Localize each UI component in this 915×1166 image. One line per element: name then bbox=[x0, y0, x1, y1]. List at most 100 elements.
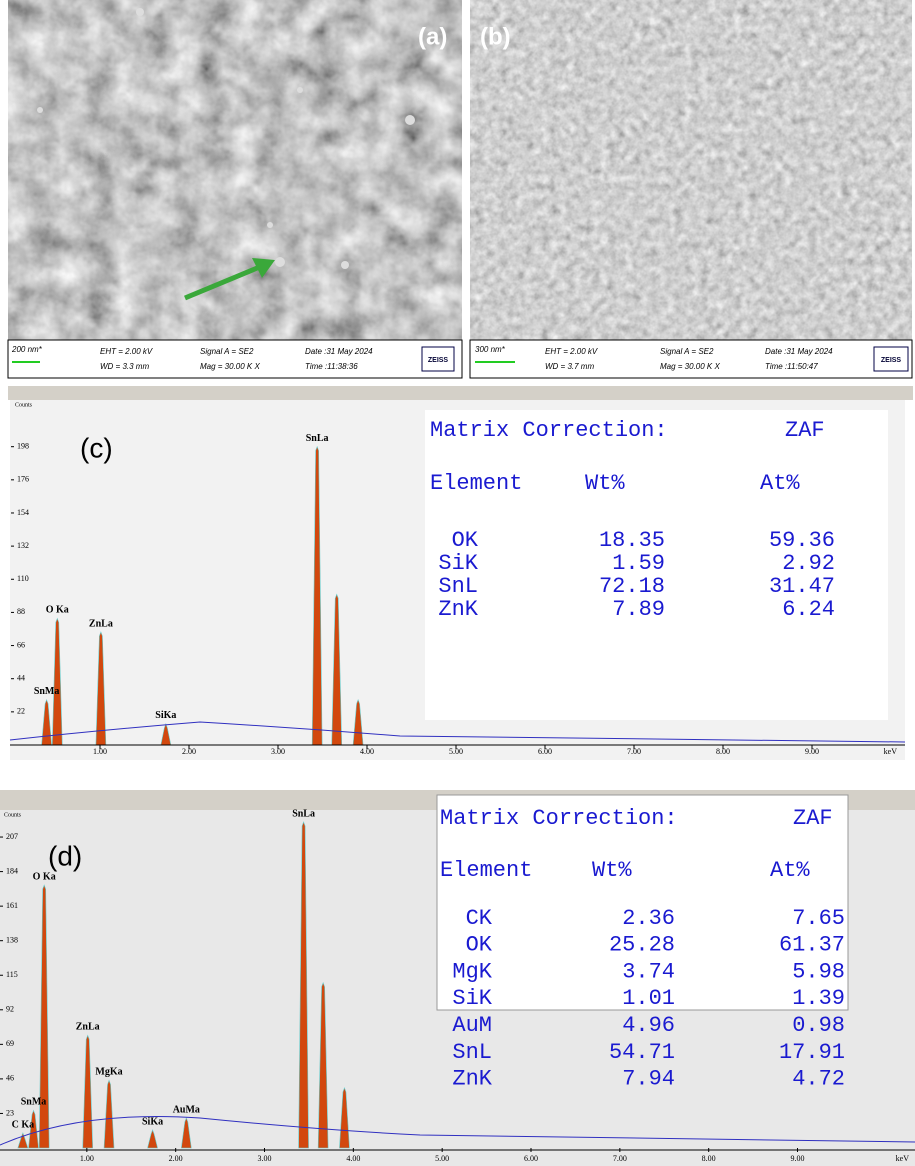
peak bbox=[160, 723, 172, 745]
peak-label: ZnLa bbox=[76, 1022, 100, 1033]
x-tick-label: 6.00 bbox=[524, 1154, 538, 1163]
table-cell: 0.98 bbox=[792, 1013, 845, 1038]
table-cell: 2.36 bbox=[622, 906, 675, 931]
table-cell: OK bbox=[452, 528, 479, 553]
peak bbox=[51, 617, 63, 745]
peak-label: SnLa bbox=[292, 808, 315, 819]
peak-label: SnMa bbox=[34, 686, 60, 697]
table-box bbox=[436, 794, 849, 1011]
panel-label: (a) bbox=[418, 23, 447, 50]
column-header: At% bbox=[770, 858, 810, 883]
table-cell: 4.72 bbox=[792, 1067, 845, 1092]
peak bbox=[311, 445, 323, 745]
x-tick-label: 5.00 bbox=[435, 1154, 449, 1163]
table-cell: MgK bbox=[452, 959, 492, 984]
table-cell: ZnK bbox=[452, 1067, 492, 1092]
y-tick-label: 110 bbox=[17, 574, 29, 583]
table-cell: SiK bbox=[452, 986, 492, 1011]
arrow-head bbox=[252, 258, 275, 278]
peak-label: O Ka bbox=[33, 871, 56, 882]
x-axis-label: keV bbox=[896, 1154, 910, 1163]
logo-box bbox=[421, 346, 455, 372]
eht: EHT = 2.00 kV bbox=[545, 347, 598, 356]
x-axis-label: keV bbox=[884, 747, 898, 756]
y-tick-label: 44 bbox=[17, 674, 25, 683]
background-fit bbox=[9, 721, 906, 743]
y-tick-label: 69 bbox=[6, 1039, 14, 1048]
table-cell: 17.91 bbox=[779, 1040, 845, 1065]
background-fit bbox=[0, 1116, 915, 1146]
peak-label: SnMa bbox=[21, 1097, 47, 1108]
table-cell: 1.59 bbox=[612, 551, 665, 576]
table-cell: 3.74 bbox=[622, 959, 675, 984]
column-header: Element bbox=[430, 471, 522, 496]
time: Time :11:38:36 bbox=[305, 362, 358, 371]
y-tick-label: 46 bbox=[6, 1074, 14, 1083]
x-tick-label: 4.00 bbox=[360, 747, 374, 756]
info-bar bbox=[7, 339, 463, 379]
table-cell: AuM bbox=[452, 1013, 492, 1038]
table-cell: 7.94 bbox=[622, 1067, 675, 1092]
logo-box bbox=[873, 346, 909, 372]
table-cell: 25.28 bbox=[609, 933, 675, 958]
y-axis-label: Counts bbox=[15, 402, 33, 408]
x-tick-label: 1.00 bbox=[93, 747, 107, 756]
table-cell: 18.35 bbox=[599, 528, 665, 553]
table-cell: OK bbox=[466, 933, 493, 958]
x-tick-label: 5.00 bbox=[449, 747, 463, 756]
y-tick-label: 198 bbox=[17, 442, 29, 451]
table-cell: 7.89 bbox=[612, 597, 665, 622]
peak-label: AuMa bbox=[173, 1104, 200, 1115]
wd: WD = 3.3 mm bbox=[100, 362, 149, 371]
table-cell: 1.39 bbox=[792, 986, 845, 1011]
sem-image bbox=[470, 0, 912, 340]
table-cell: 6.24 bbox=[782, 597, 835, 622]
peak bbox=[28, 1109, 39, 1149]
peak bbox=[38, 884, 50, 1149]
peak bbox=[352, 698, 364, 745]
x-tick-label: 8.00 bbox=[716, 747, 730, 756]
y-tick-label: 207 bbox=[6, 832, 18, 841]
wd: WD = 3.7 mm bbox=[545, 362, 594, 371]
table-cell: ZnK bbox=[438, 597, 478, 622]
y-tick-label: 23 bbox=[6, 1108, 14, 1117]
panel-label: (d) bbox=[48, 840, 82, 871]
x-tick-label: 6.00 bbox=[538, 747, 552, 756]
info-bar bbox=[469, 339, 913, 379]
table-cell: 1.01 bbox=[622, 986, 675, 1011]
y-tick-label: 88 bbox=[17, 607, 25, 616]
y-tick-label: 66 bbox=[17, 640, 25, 649]
y-tick-label: 176 bbox=[17, 475, 29, 484]
y-tick-label: 184 bbox=[6, 866, 18, 875]
peak bbox=[180, 1117, 192, 1149]
x-tick-label: 7.00 bbox=[613, 1154, 627, 1163]
x-tick-label: 1.00 bbox=[80, 1154, 94, 1163]
signal: Signal A = SE2 bbox=[660, 347, 714, 356]
peak bbox=[95, 631, 107, 745]
scale: 200 nm* bbox=[11, 345, 43, 354]
peak bbox=[147, 1129, 158, 1149]
y-tick-label: 22 bbox=[17, 707, 25, 716]
column-header: Wt% bbox=[592, 858, 632, 883]
peak bbox=[298, 821, 309, 1149]
y-tick-label: 161 bbox=[6, 901, 18, 910]
peak-label: C Ka bbox=[12, 1119, 35, 1130]
y-tick-label: 115 bbox=[6, 970, 18, 979]
table-title: Matrix Correction: bbox=[430, 418, 668, 443]
spectrum bbox=[17, 821, 350, 1149]
scale: 300 nm* bbox=[475, 345, 506, 354]
table-cell: 61.37 bbox=[779, 933, 845, 958]
peak-label: ZnLa bbox=[89, 618, 113, 629]
spectrum bbox=[41, 445, 364, 745]
table-cell: CK bbox=[466, 906, 493, 931]
table-cell: SiK bbox=[438, 551, 478, 576]
table-cell: SnL bbox=[452, 1040, 492, 1065]
table-cell: 2.92 bbox=[782, 551, 835, 576]
peak bbox=[103, 1079, 115, 1149]
arrow bbox=[184, 263, 263, 301]
mag: Mag = 30.00 K X bbox=[660, 362, 720, 371]
particles bbox=[37, 8, 415, 269]
panel-label: (c) bbox=[80, 432, 113, 463]
x-tick-label: 3.00 bbox=[271, 747, 285, 756]
